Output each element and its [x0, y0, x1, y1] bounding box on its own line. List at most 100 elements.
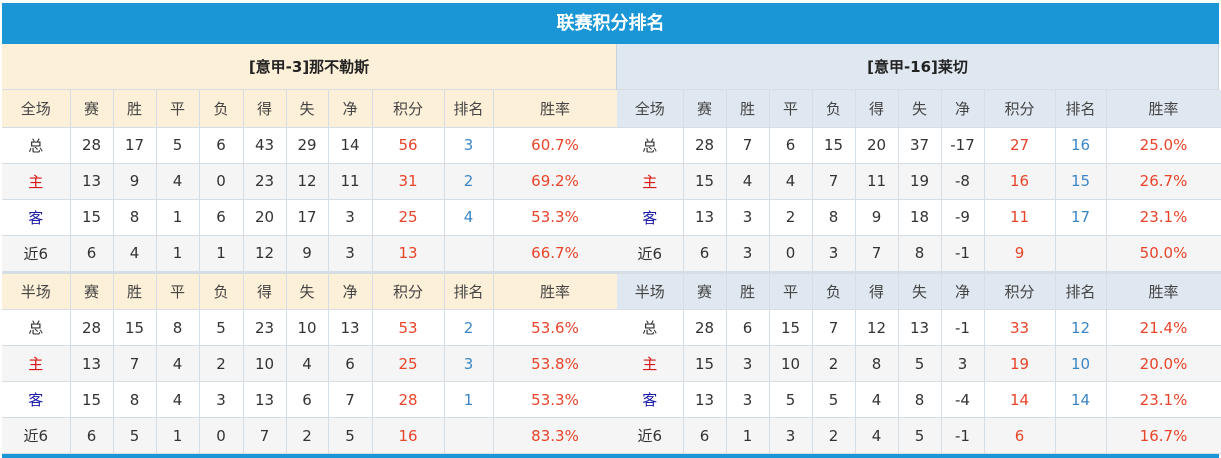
cell: -1	[941, 235, 985, 272]
column-header: 排名	[1055, 90, 1107, 128]
win-rate-cell: 20.0%	[1106, 345, 1221, 382]
rank-cell	[1055, 235, 1107, 272]
cell: 3	[726, 345, 770, 382]
cell: 18	[898, 199, 942, 236]
row-label: 主	[617, 163, 684, 200]
cell: 12	[286, 163, 329, 200]
cell: 3	[941, 345, 985, 382]
table-row-away: 客 15 8 4 3 13 6 7 28 1 53.3%	[2, 381, 618, 418]
full-time-table: 全场赛胜平负得失净积分 排名 胜率总 28 7 6 15 20 37 -17 27 16 25.0% 主 1…	[617, 90, 1221, 272]
cell: 8	[812, 199, 856, 236]
column-header: 全场	[617, 90, 684, 128]
points-cell: 13	[372, 235, 445, 272]
cell: 6	[683, 417, 727, 454]
win-rate-cell: 16.7%	[1106, 417, 1221, 454]
column-header: 胜率	[1106, 271, 1221, 310]
cell: 7	[243, 417, 287, 454]
column-header: 胜率	[493, 90, 618, 128]
cell: 3	[328, 199, 373, 236]
cell: 37	[898, 127, 942, 164]
cell: 15	[113, 309, 157, 346]
table-row-home: 主 13 7 4 2 10 4 6 25 3 53.8%	[2, 345, 618, 382]
cell: 4	[156, 345, 200, 382]
cell: 17	[286, 199, 329, 236]
cell: 7	[726, 127, 770, 164]
row-label: 主	[617, 345, 684, 382]
row-label: 主	[2, 345, 71, 382]
cell: 43	[243, 127, 287, 164]
points-cell: 14	[984, 381, 1056, 418]
cell: 4	[286, 345, 329, 382]
cell: 3	[328, 235, 373, 272]
column-header: 负	[812, 271, 856, 310]
column-header: 失	[898, 271, 942, 310]
team-title: [意甲-3]那不勒斯	[2, 44, 616, 90]
column-header: 平	[156, 271, 200, 310]
column-header: 排名	[1055, 271, 1107, 310]
table-row-home: 主 15 4 4 7 11 19 -8 16 15 26.7%	[617, 163, 1221, 200]
column-header: 平	[769, 271, 813, 310]
table-row-home: 主 13 9 4 0 23 12 11 31 2 69.2%	[2, 163, 618, 200]
cell: 10	[243, 345, 287, 382]
win-rate-cell: 23.1%	[1106, 199, 1221, 236]
cell: 1	[156, 235, 200, 272]
column-header-row: 全场赛胜平负得失净积分 排名 胜率	[2, 90, 618, 128]
table-row-away: 客 15 8 1 6 20 17 3 25 4 53.3%	[2, 199, 618, 236]
column-header: 胜	[726, 271, 770, 310]
points-cell: 28	[372, 381, 445, 418]
table-row-last6: 近6 6 4 1 1 12 9 3 13 66.7%	[2, 235, 618, 272]
column-header-row: 全场赛胜平负得失净积分 排名 胜率	[617, 90, 1221, 128]
points-cell: 56	[372, 127, 445, 164]
full-time-table: 全场赛胜平负得失净积分 排名 胜率总 28 17 5 6 43 29 14 56 3 60.7% 主 13 9…	[2, 90, 618, 272]
cell: 15	[812, 127, 856, 164]
cell: 8	[898, 235, 942, 272]
column-header-row: 半场赛胜平负得失净积分 排名 胜率	[617, 271, 1221, 310]
cell: 2	[812, 417, 856, 454]
column-header: 排名	[444, 271, 494, 310]
cell: 7	[812, 309, 856, 346]
win-rate-cell: 69.2%	[493, 163, 618, 200]
cell: 15	[70, 199, 114, 236]
cell: 8	[855, 345, 899, 382]
table-row-away: 客 13 3 5 5 4 8 -4 14 14 23.1%	[617, 381, 1221, 418]
table-row-last6: 近6 6 5 1 0 7 2 5 16 83.3%	[2, 417, 618, 454]
column-header: 净	[941, 90, 985, 128]
cell: 29	[286, 127, 329, 164]
table-row-away: 客 13 3 2 8 9 18 -9 11 17 23.1%	[617, 199, 1221, 236]
rank-cell: 3	[444, 127, 494, 164]
table-row-total: 总 28 17 5 6 43 29 14 56 3 60.7%	[2, 127, 618, 164]
cell: 3	[726, 381, 770, 418]
row-label: 总	[2, 127, 71, 164]
cell: -1	[941, 417, 985, 454]
cell: 28	[683, 127, 727, 164]
rank-cell: 14	[1055, 381, 1107, 418]
rank-cell: 17	[1055, 199, 1107, 236]
cell: 5	[898, 417, 942, 454]
column-header: 排名	[444, 90, 494, 128]
cell: 3	[769, 417, 813, 454]
row-label: 总	[617, 309, 684, 346]
win-rate-cell: 50.0%	[1106, 235, 1221, 272]
table-row-total: 总 28 15 8 5 23 10 13 53 2 53.6%	[2, 309, 618, 346]
team-title: [意甲-16]莱切	[617, 44, 1218, 90]
column-header: 负	[199, 271, 244, 310]
rank-cell	[1055, 417, 1107, 454]
cell: -17	[941, 127, 985, 164]
row-label: 近6	[2, 235, 71, 272]
cell: 13	[70, 345, 114, 382]
half-time-table: 半场赛胜平负得失净积分 排名 胜率总 28 6 15 7 12 13 -1 33 12 21.4% 主 15…	[617, 271, 1221, 454]
cell: 12	[243, 235, 287, 272]
cell: 4	[156, 381, 200, 418]
cell: 15	[70, 381, 114, 418]
cell: 6	[286, 381, 329, 418]
rank-cell: 3	[444, 345, 494, 382]
win-rate-cell: 66.7%	[493, 235, 618, 272]
rank-cell: 12	[1055, 309, 1107, 346]
rank-cell: 2	[444, 163, 494, 200]
cell: -8	[941, 163, 985, 200]
cell: 1	[156, 199, 200, 236]
column-header: 半场	[617, 271, 684, 310]
cell: 2	[769, 199, 813, 236]
home-team-panel: [意甲-3]那不勒斯 全场赛胜平负得失净积分 排名 胜率总 28 17 5 6 43 29 14 56…	[2, 44, 618, 454]
win-rate-cell: 26.7%	[1106, 163, 1221, 200]
